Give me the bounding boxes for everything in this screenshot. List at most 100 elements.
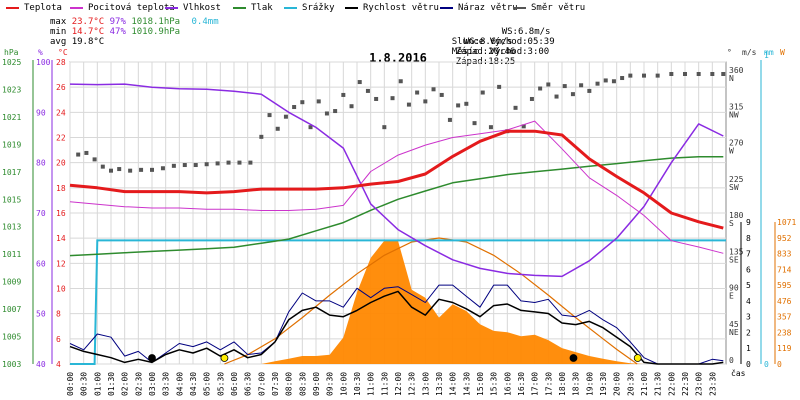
time-tick-label: 00:30 bbox=[80, 372, 89, 396]
time-tick-label: 09:30 bbox=[326, 372, 335, 396]
direction-tick-label: 225 bbox=[729, 175, 744, 184]
wind-direction-point bbox=[423, 99, 428, 104]
radiation-tick-label: 595 bbox=[777, 281, 792, 290]
wind-speed-summary: WS:6.8m/s bbox=[501, 27, 551, 37]
wind-direction-point bbox=[546, 82, 551, 87]
pressure-tick-label: 1009 bbox=[2, 278, 21, 287]
wind-tick-label: 4 bbox=[746, 297, 751, 306]
time-tick-label: 14:00 bbox=[449, 372, 458, 396]
wind-direction-point bbox=[283, 114, 288, 119]
legend-label: Pocitová teplota bbox=[88, 3, 175, 13]
wind-direction-point bbox=[171, 163, 176, 168]
direction-tick-label: 270 bbox=[729, 139, 744, 148]
legend-swatch bbox=[6, 7, 19, 9]
pressure-tick-label: 1019 bbox=[2, 140, 21, 149]
wind-direction-point bbox=[554, 94, 559, 99]
stats-max-hum: 97% bbox=[109, 17, 126, 27]
legend-swatch bbox=[165, 7, 178, 9]
legend-item: Směr větru bbox=[513, 2, 585, 14]
moonset-marker bbox=[569, 354, 578, 362]
time-tick-label: 01:30 bbox=[107, 372, 116, 396]
wind-direction-point bbox=[150, 167, 154, 172]
legend-swatch bbox=[345, 7, 358, 9]
pressure-tick-label: 1011 bbox=[2, 250, 21, 259]
temperature-axis-unit: °C bbox=[58, 48, 68, 57]
time-tick-label: 11:30 bbox=[380, 372, 389, 396]
legend-item: Teplota bbox=[6, 2, 62, 14]
time-tick-label: 20:00 bbox=[613, 372, 622, 396]
time-tick-label: 13:30 bbox=[435, 372, 444, 396]
wind-direction-point bbox=[237, 160, 242, 165]
direction-axis-unit: ° bbox=[727, 48, 732, 57]
time-tick-label: 19:30 bbox=[599, 372, 608, 396]
stats-min-label: min bbox=[50, 27, 67, 37]
temperature-line bbox=[69, 129, 724, 230]
radiation-axis-unit: W bbox=[780, 48, 785, 57]
wind-direction-point bbox=[300, 100, 305, 105]
radiation-tick-label: 833 bbox=[777, 250, 792, 259]
time-tick-label: 22:00 bbox=[667, 372, 676, 396]
wind-tick-label: 8 bbox=[746, 234, 751, 243]
stats-avg-temp: 19.8°C bbox=[71, 37, 105, 47]
legend-item: Pocitová teplota bbox=[70, 2, 175, 14]
legend-item: Srážky bbox=[284, 2, 335, 14]
wind-direction-point bbox=[374, 96, 379, 101]
time-tick-label: 04:30 bbox=[189, 372, 198, 396]
radiation-tick-label: 0 bbox=[777, 360, 782, 369]
wind-direction-point bbox=[683, 72, 687, 76]
direction-tick-label: E bbox=[729, 292, 734, 301]
wind-direction-point bbox=[316, 99, 321, 104]
stats-min-hum: 47% bbox=[109, 27, 126, 37]
direction-tick-label: N bbox=[729, 74, 734, 83]
pressure-tick-label: 1005 bbox=[2, 333, 21, 342]
time-tick-label: 08:30 bbox=[298, 372, 307, 396]
humidity-axis-unit: % bbox=[38, 48, 43, 57]
direction-tick-label: 360 bbox=[729, 66, 744, 75]
time-tick-label: 13:00 bbox=[421, 372, 430, 396]
time-tick-label: 21:30 bbox=[654, 372, 663, 396]
direction-tick-label: 45 bbox=[729, 320, 739, 329]
time-tick-label: 04:00 bbox=[175, 372, 184, 396]
wind-direction-point bbox=[259, 134, 264, 139]
wind-speed-line bbox=[69, 290, 724, 365]
rain-line bbox=[70, 239, 726, 365]
temperature-tick-label: 26 bbox=[56, 83, 66, 92]
wind-direction-point bbox=[406, 102, 411, 107]
wind-direction-point bbox=[439, 92, 444, 97]
wind-direction-point bbox=[398, 79, 403, 84]
humidity-line bbox=[69, 83, 724, 278]
time-tick-label: 02:30 bbox=[134, 372, 143, 396]
humidity-tick-label: 90 bbox=[36, 108, 46, 117]
time-tick-label: 09:00 bbox=[312, 372, 321, 396]
wind-direction-point bbox=[472, 121, 477, 126]
pressure-tick-label: 1003 bbox=[2, 360, 21, 369]
pressure-line bbox=[69, 155, 724, 257]
time-tick-label: 14:30 bbox=[462, 372, 471, 396]
radiation-tick-label: 119 bbox=[777, 344, 792, 353]
stats-avg-label: avg bbox=[50, 37, 67, 47]
time-tick-label: 19:00 bbox=[585, 372, 594, 396]
stats-avg-row: avg 19.8°C bbox=[50, 37, 219, 47]
direction-tick-label: SE bbox=[729, 255, 739, 264]
radiation-tick-label: 952 bbox=[777, 234, 792, 243]
wind-direction-point bbox=[480, 90, 485, 95]
legend-swatch bbox=[70, 7, 83, 9]
radiation-tick-label: 1071 bbox=[777, 218, 796, 227]
wind-tick-label: 3 bbox=[746, 313, 751, 322]
wind-direction-point bbox=[390, 96, 395, 101]
legend-swatch bbox=[233, 7, 246, 9]
wind-direction-point bbox=[382, 125, 387, 130]
wind-direction-point bbox=[84, 150, 89, 155]
time-tick-label: 03:30 bbox=[162, 372, 171, 396]
rain-axis-unit: mm bbox=[764, 48, 774, 57]
wind-direction-point bbox=[109, 168, 113, 173]
direction-tick-label: 315 bbox=[729, 102, 744, 111]
wind-direction-point bbox=[529, 96, 534, 101]
time-tick-label: 15:30 bbox=[490, 372, 499, 396]
time-tick-label: 02:00 bbox=[121, 372, 130, 396]
stats-max-label: max bbox=[50, 17, 67, 27]
legend-swatch bbox=[513, 7, 526, 9]
radiation-tick-label: 238 bbox=[777, 328, 792, 337]
humidity-tick-label: 70 bbox=[36, 209, 46, 218]
